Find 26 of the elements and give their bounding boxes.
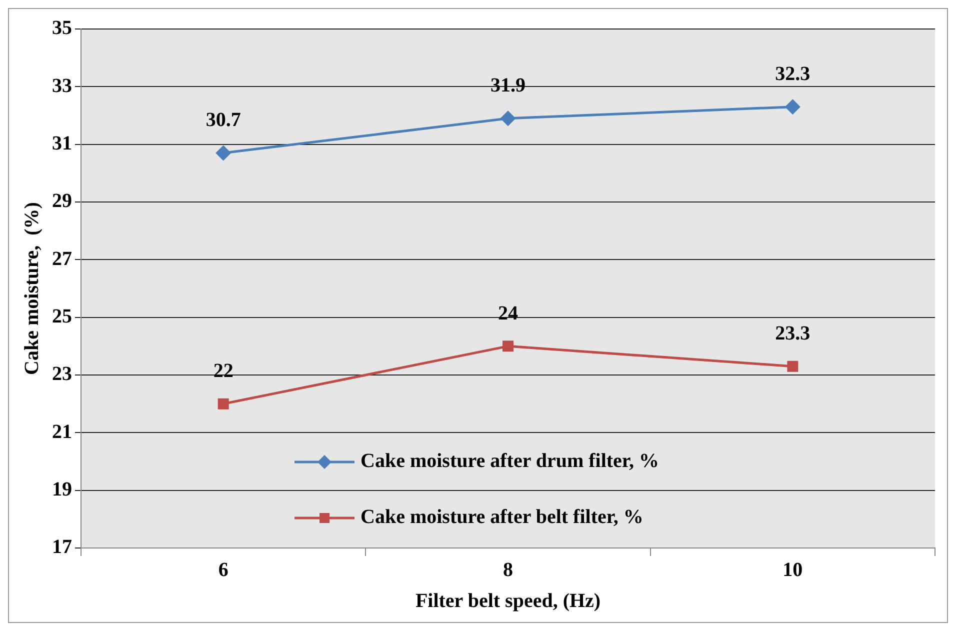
y-tick-label: 35 xyxy=(52,17,72,40)
y-tick-label: 31 xyxy=(52,132,72,155)
point xyxy=(787,360,798,372)
point xyxy=(218,398,229,410)
y-tick-label: 33 xyxy=(52,74,72,97)
point xyxy=(500,111,516,126)
y-tick-label: 21 xyxy=(52,420,72,443)
x-axis-title: Filter belt speed, (Hz) xyxy=(415,590,601,612)
point xyxy=(216,146,231,160)
y-tick-label: 23 xyxy=(52,363,72,386)
x-tick-label: 8 xyxy=(503,559,513,582)
y-tick-label: 17 xyxy=(52,536,72,558)
x-tick-label: 10 xyxy=(782,559,803,582)
y-tick-label: 27 xyxy=(52,248,72,270)
legend-label: Cake moisture after drum filter, % xyxy=(360,450,659,472)
data-label: 30.7 xyxy=(206,109,241,132)
data-label: 32.3 xyxy=(775,63,810,86)
x-tick-label: 6 xyxy=(218,559,228,582)
y-tick-label: 19 xyxy=(52,478,72,501)
point xyxy=(502,340,514,352)
y-tick-label: 29 xyxy=(52,190,72,212)
data-label: 23.3 xyxy=(775,322,810,345)
y-tick-label: 25 xyxy=(52,306,72,328)
point xyxy=(785,100,800,114)
legend-label: Cake moisture after belt filter, % xyxy=(360,506,644,528)
y-axis-title: Cake moisture, (%) xyxy=(21,202,44,375)
